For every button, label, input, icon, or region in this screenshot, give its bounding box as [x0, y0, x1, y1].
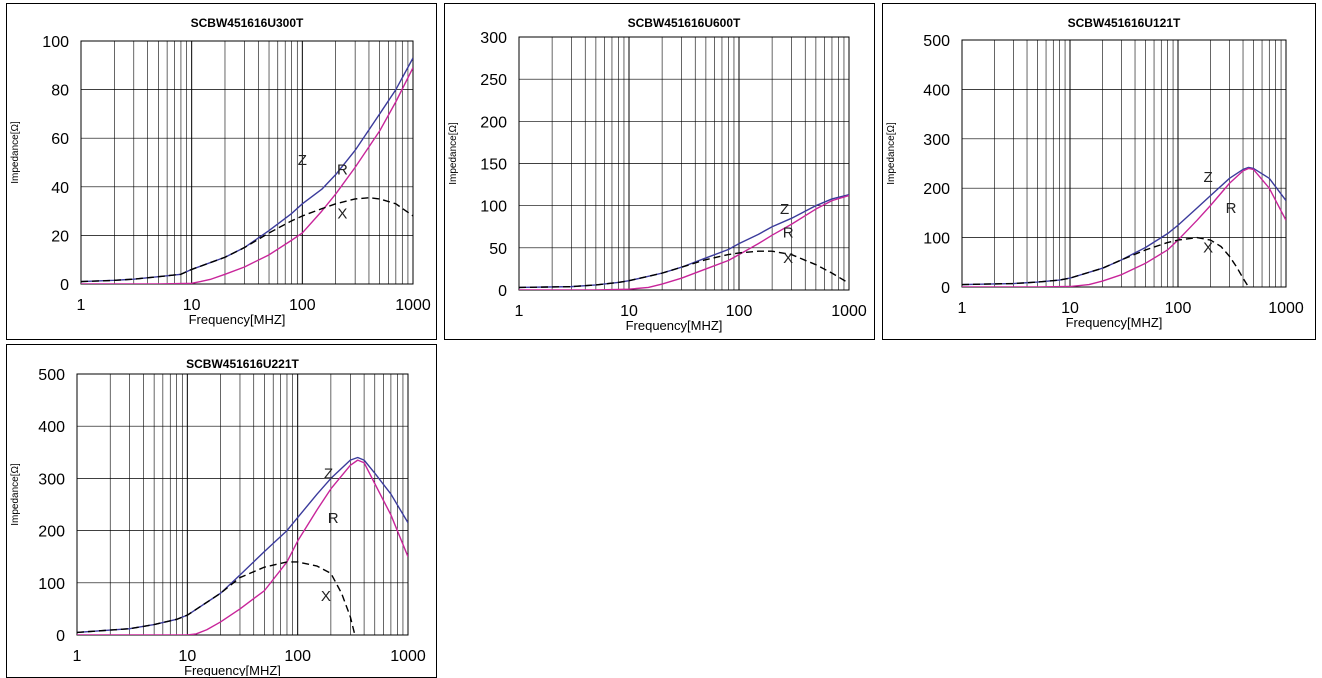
- y-axis-label: Impedance[Ω]: [10, 121, 21, 184]
- series-z-line: [81, 57, 413, 283]
- series-x-line: [962, 236, 1250, 287]
- y-tick-label: 80: [51, 83, 69, 100]
- y-tick-label: 500: [923, 33, 950, 50]
- series-x-line: [77, 561, 356, 635]
- y-tick-label: 300: [923, 132, 950, 149]
- y-tick-label: 400: [38, 419, 65, 436]
- plot-frame: [76, 373, 409, 636]
- curve-label-z: Z: [1204, 169, 1213, 186]
- y-tick-label: 20: [51, 228, 69, 245]
- impedance-chart: SCBW451616U300T 0 20 40 60 80 100 1 10 100 1000 Fre…: [10, 16, 431, 327]
- x-tick-label: 100: [289, 297, 316, 314]
- curve-label-x: X: [321, 588, 331, 605]
- y-tick-label: 200: [480, 114, 507, 131]
- x-tick-label: 10: [620, 303, 638, 320]
- chart-panel-1: SCBW451616U300T 0 20 40 60 80 100 1 10 100 1000 Fre…: [6, 3, 437, 340]
- x-tick-label: 10: [183, 297, 201, 314]
- impedance-chart: SCBW451616U121T 0 100 200 300 400 500 1 10 100 100…: [886, 16, 1304, 330]
- series-r-line: [77, 459, 408, 635]
- x-tick-label: 1000: [390, 648, 426, 665]
- y-tick-label: 0: [498, 283, 507, 300]
- impedance-chart: SCBW451616U221T 0 100 200 300 400 500 1 10 100 100…: [10, 357, 426, 676]
- y-axis-label: Impedance[Ω]: [886, 122, 897, 185]
- y-tick-label: 40: [51, 180, 69, 197]
- y-tick-label: 100: [38, 576, 65, 593]
- x-axis-label: Frequency[MHZ]: [184, 663, 281, 676]
- chart-title: SCBW451616U221T: [186, 357, 299, 371]
- y-tick-label: 300: [480, 30, 507, 47]
- curve-label-r: R: [328, 510, 339, 527]
- curve-label-r: R: [1226, 200, 1237, 217]
- curve-label-z: Z: [324, 465, 333, 482]
- chart-panel-2: SCBW451616U600T 0 50 100 150 200 250 300 1 10 100 1…: [444, 3, 875, 340]
- y-axis-label: Impedance[Ω]: [448, 122, 459, 185]
- y-tick-label: 50: [489, 241, 507, 258]
- series-r-line: [81, 67, 413, 284]
- grid: [518, 36, 850, 291]
- y-tick-label: 500: [38, 367, 65, 384]
- grid: [961, 39, 1287, 288]
- y-tick-label: 300: [38, 471, 65, 488]
- y-tick-label: 200: [923, 181, 950, 198]
- x-tick-label: 1: [73, 648, 82, 665]
- y-tick-label: 100: [480, 199, 507, 216]
- plot-frame: [80, 40, 414, 285]
- y-tick-label: 250: [480, 72, 507, 89]
- y-tick-label: 100: [923, 231, 950, 248]
- curve-label-x: X: [1203, 239, 1213, 256]
- plot-frame: [518, 36, 850, 291]
- x-tick-label: 10: [178, 648, 196, 665]
- x-axis-label: Frequency[MHZ]: [626, 318, 723, 333]
- y-tick-label: 0: [56, 628, 65, 645]
- curve-label-r: R: [783, 225, 794, 242]
- chart-title: SCBW451616U300T: [191, 16, 304, 30]
- curve-label-z: Z: [298, 152, 307, 169]
- chart-title: SCBW451616U121T: [1068, 16, 1181, 30]
- y-tick-label: 100: [42, 34, 69, 51]
- plot-frame: [961, 39, 1287, 288]
- y-tick-label: 0: [60, 277, 69, 294]
- series-x-line: [519, 250, 849, 289]
- series-z-line: [77, 456, 408, 634]
- y-tick-label: 200: [38, 524, 65, 541]
- y-tick-label: 60: [51, 131, 69, 148]
- series-r-line: [962, 167, 1286, 287]
- impedance-chart: SCBW451616U600T 0 50 100 150 200 250 300 1 10 100 1…: [448, 16, 867, 333]
- y-tick-label: 150: [480, 157, 507, 174]
- curve-label-x: X: [783, 250, 793, 267]
- x-tick-label: 1: [958, 300, 967, 317]
- y-tick-label: 400: [923, 82, 950, 99]
- y-axis-label: Impedance[Ω]: [10, 463, 21, 526]
- series-r-line: [519, 194, 849, 290]
- chart-panel-3: SCBW451616U121T 0 100 200 300 400 500 1 10 100 100…: [882, 3, 1316, 340]
- x-tick-label: 100: [284, 648, 311, 665]
- curve-label-z: Z: [780, 201, 789, 218]
- series-z-line: [519, 194, 849, 289]
- chart-title: SCBW451616U600T: [628, 16, 741, 30]
- x-tick-label: 1000: [1268, 300, 1304, 317]
- x-axis-label: Frequency[MHZ]: [189, 312, 286, 327]
- x-axis-label: Frequency[MHZ]: [1066, 315, 1163, 330]
- y-tick-label: 0: [941, 280, 950, 297]
- x-tick-label: 1000: [395, 297, 431, 314]
- x-tick-label: 1: [515, 303, 524, 320]
- series-x-line: [81, 197, 413, 283]
- x-tick-label: 10: [1061, 300, 1079, 317]
- grid: [80, 40, 414, 285]
- x-tick-label: 100: [726, 303, 753, 320]
- grid: [76, 373, 409, 636]
- curve-label-r: R: [337, 162, 348, 179]
- x-tick-label: 100: [1165, 300, 1192, 317]
- series-z-line: [962, 166, 1286, 286]
- curve-label-x: X: [337, 205, 347, 222]
- chart-panel-4: SCBW451616U221T 0 100 200 300 400 500 1 10 100 100…: [6, 344, 437, 678]
- x-tick-label: 1000: [831, 303, 867, 320]
- x-tick-label: 1: [77, 297, 86, 314]
